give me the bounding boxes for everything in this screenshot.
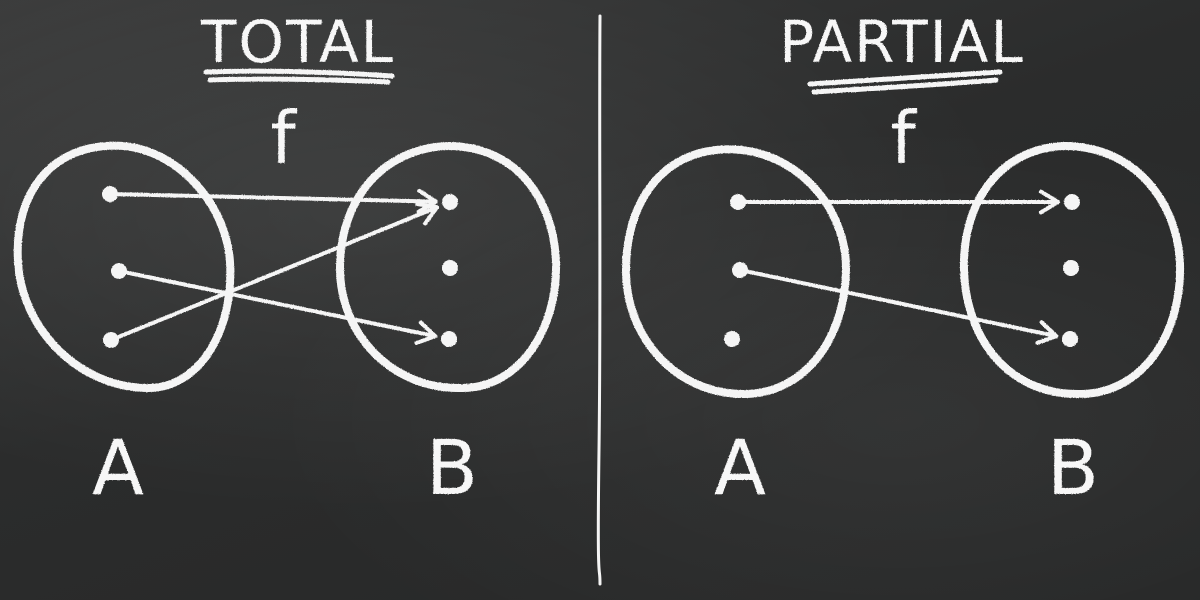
- panel-total: TOTAL f A B: [13, 8, 561, 512]
- panel-partial: PARTIAL f A B: [622, 8, 1185, 512]
- title-underline-total: [203, 68, 395, 85]
- set-b-outline-total: [336, 142, 561, 393]
- mapping-arrowhead-2-partial: [1035, 320, 1059, 345]
- panel-title-total: TOTAL: [200, 8, 395, 76]
- mapping-arrow-2-total: [117, 269, 438, 339]
- mapping-arrow-3-total: [109, 205, 440, 342]
- codomain-element-3-partial: [1062, 331, 1078, 347]
- codomain-element-2-total: [442, 260, 458, 276]
- set-a-label-partial: A: [714, 423, 766, 512]
- codomain-element-2-partial: [1063, 260, 1079, 276]
- set-a-outline-total: [13, 141, 235, 392]
- codomain-element-1-total: [442, 194, 458, 210]
- arrows-partial: [736, 189, 1060, 345]
- mapping-arrow-2-partial: [738, 268, 1059, 339]
- set-b-outline-partial: [959, 142, 1185, 399]
- set-b-label-total: B: [426, 423, 478, 512]
- mapping-arrowhead-1-partial: [1038, 189, 1060, 215]
- mapping-arrowhead-3-total: [415, 202, 440, 226]
- title-underline-partial: [807, 69, 1003, 95]
- codomain-element-3-total: [441, 331, 457, 347]
- mapping-arrow-1-total: [108, 192, 439, 204]
- panel-title-partial: PARTIAL: [779, 8, 1025, 76]
- codomain-element-1-partial: [1064, 194, 1080, 210]
- set-b-label-partial: B: [1047, 423, 1099, 512]
- domain-element-3-partial: [724, 331, 740, 347]
- set-a-label-total: A: [92, 423, 144, 512]
- mapping-arrowhead-2-total: [414, 320, 438, 345]
- domain-element-2-partial: [732, 262, 748, 278]
- arrows-total: [108, 188, 440, 345]
- domain-element-1-partial: [730, 194, 746, 210]
- domain-element-1-total: [102, 186, 118, 202]
- mapping-arrowhead-1-total: [416, 188, 439, 214]
- function-label-total: f: [270, 96, 297, 180]
- function-label-partial: f: [890, 96, 917, 180]
- set-a-outline-partial: [622, 145, 850, 398]
- domain-element-2-total: [111, 263, 127, 279]
- panel-divider: [596, 14, 602, 586]
- domain-element-3-total: [103, 332, 119, 348]
